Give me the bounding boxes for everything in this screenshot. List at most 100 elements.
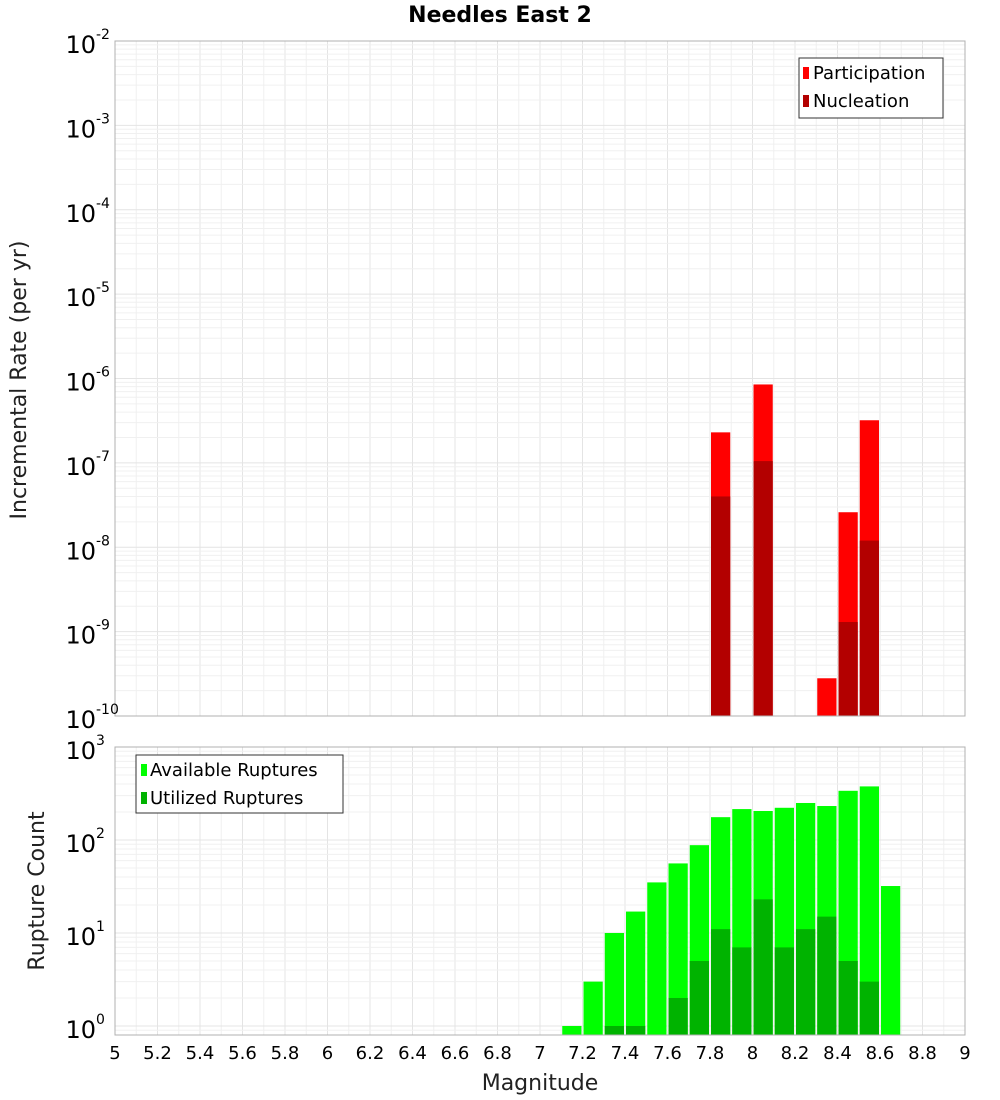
legend-swatch-nucleation [803, 95, 809, 107]
x-tick-label: 6.6 [441, 1043, 470, 1064]
top-ytick-base: 10 [65, 369, 96, 397]
bar-utilized-ruptures-8.25 [796, 929, 816, 1035]
top-ytick-label: 10 -2 [65, 27, 110, 59]
legend-label-utilized: Utilized Ruptures [150, 788, 303, 809]
bar-available-ruptures-7.35 [604, 932, 624, 1035]
bottom-ytick-base: 10 [65, 1016, 96, 1044]
top-ytick-exp: -6 [96, 365, 110, 381]
bar-available-ruptures-7.65 [668, 863, 688, 1035]
bar-utilized-ruptures-8.35 [817, 916, 837, 1035]
bottom-ytick-label: 10 3 [65, 733, 104, 765]
bar-utilized-ruptures-7.85 [711, 929, 731, 1035]
x-tick-label: 7.2 [568, 1043, 597, 1064]
bar-utilized-ruptures-8.45 [838, 960, 858, 1035]
legend-swatch-utilized [141, 792, 147, 804]
top-ytick-base: 10 [65, 284, 96, 312]
bottom-ytick-label: 10 0 [65, 1012, 104, 1044]
bottom-ytick-base: 10 [65, 737, 96, 765]
bottom-legend: Available Ruptures Utilized Ruptures [135, 754, 344, 814]
top-ytick-base: 10 [65, 200, 96, 228]
top-ytick-base: 10 [65, 31, 96, 59]
x-tick-label: 7.8 [696, 1043, 725, 1064]
x-tick-label: 6 [322, 1043, 333, 1064]
bottom-y-axis-label: Rupture Count [25, 811, 50, 971]
bar-utilized-ruptures-8.15 [774, 947, 794, 1035]
bar-utilized-ruptures-7.95 [732, 947, 752, 1035]
legend-label-available: Available Ruptures [150, 760, 318, 781]
chart-title: Needles East 2 [408, 3, 592, 28]
top-ytick-label: 10 -6 [65, 365, 110, 397]
bottom-ytick-label: 10 1 [65, 919, 104, 951]
x-tick-label: 9 [959, 1043, 970, 1064]
bar-available-ruptures-8.55 [859, 786, 879, 1035]
top-ytick-label: 10 -3 [65, 111, 110, 143]
top-ytick-exp: -3 [96, 111, 110, 127]
bar-utilized-ruptures-8.55 [859, 981, 879, 1035]
top-ytick-label: 10 -5 [65, 280, 110, 312]
bar-utilized-ruptures-7.45 [626, 1025, 646, 1035]
top-legend: Participation Nucleation [798, 57, 944, 119]
top-ytick-exp: -8 [96, 533, 110, 549]
x-tick-label: 6.2 [356, 1043, 385, 1064]
bar-available-ruptures-8.65 [881, 886, 901, 1035]
bar-utilized-ruptures-7.65 [668, 997, 688, 1035]
x-ticks: 5 5.2 5.4 5.6 5.8 6 6.2 6.4 6.6 6.8 7 7.2 7.4 7.6 7.8 8… [109, 1043, 970, 1064]
top-ytick-label: 10 -7 [65, 449, 110, 481]
bar-participation-8.35 [817, 678, 837, 716]
bottom-ytick-exp: 2 [96, 826, 105, 842]
legend-swatch-available [141, 764, 147, 776]
bottom-plot-border [114, 746, 966, 1036]
bottom-ytick-base: 10 [65, 830, 96, 858]
top-ytick-label: 10 -10 [65, 702, 118, 734]
x-tick-label: 6.8 [483, 1043, 512, 1064]
bottom-ytick-base: 10 [65, 923, 96, 951]
legend-swatch-participation [803, 67, 809, 79]
bottom-legend-box [135, 754, 344, 814]
top-bars [711, 384, 879, 716]
top-grid [115, 41, 965, 716]
bottom-ytick-label: 10 2 [65, 826, 104, 858]
bar-nucleation-8.05 [753, 461, 773, 716]
bottom-bars [562, 786, 901, 1035]
x-tick-label: 6.4 [398, 1043, 427, 1064]
x-tick-label: 7.6 [653, 1043, 682, 1064]
x-tick-label: 8.4 [823, 1043, 852, 1064]
top-ytick-exp: -10 [96, 702, 119, 718]
bar-nucleation-8.45 [838, 622, 858, 716]
top-ytick-base: 10 [65, 453, 96, 481]
bottom-ytick-exp: 1 [96, 919, 105, 935]
bar-available-ruptures-7.55 [647, 882, 667, 1035]
top-panel: 10-210-310-410-510-610-710-810-910-10 In… [7, 27, 966, 734]
top-ytick-exp: -5 [96, 280, 110, 296]
legend-label-participation: Participation [813, 63, 925, 84]
x-tick-label: 5.6 [228, 1043, 257, 1064]
bar-utilized-ruptures-8.05 [753, 899, 773, 1035]
x-tick-label: 8.2 [781, 1043, 810, 1064]
legend-label-nucleation: Nucleation [813, 91, 909, 112]
top-ytick-label: 10 -9 [65, 618, 110, 650]
bar-available-ruptures-7.45 [626, 911, 646, 1035]
top-ytick-exp: -7 [96, 449, 110, 465]
top-y-ticks: 10-210-310-410-510-610-710-810-910-10 [65, 27, 118, 734]
x-axis-label: Magnitude [482, 1071, 599, 1096]
top-plot-border [114, 40, 966, 717]
top-y-axis-label: Incremental Rate (per yr) [7, 241, 32, 520]
top-ytick-base: 10 [65, 115, 96, 143]
x-tick-label: 5.2 [143, 1043, 172, 1064]
bar-available-ruptures-7.15 [562, 1025, 582, 1035]
bottom-ytick-exp: 0 [96, 1012, 105, 1028]
top-ytick-base: 10 [65, 622, 96, 650]
bar-nucleation-8.55 [859, 540, 879, 716]
bottom-ytick-exp: 3 [96, 733, 105, 749]
x-tick-label: 8.8 [908, 1043, 937, 1064]
x-tick-label: 5.4 [186, 1043, 215, 1064]
bar-nucleation-7.85 [711, 496, 731, 716]
top-ytick-exp: -2 [96, 27, 110, 43]
x-tick-label: 8.6 [866, 1043, 895, 1064]
x-tick-label: 7.4 [611, 1043, 640, 1064]
top-ytick-exp: -4 [96, 196, 110, 212]
bar-utilized-ruptures-7.35 [604, 1025, 624, 1035]
bar-available-ruptures-7.25 [583, 981, 603, 1035]
